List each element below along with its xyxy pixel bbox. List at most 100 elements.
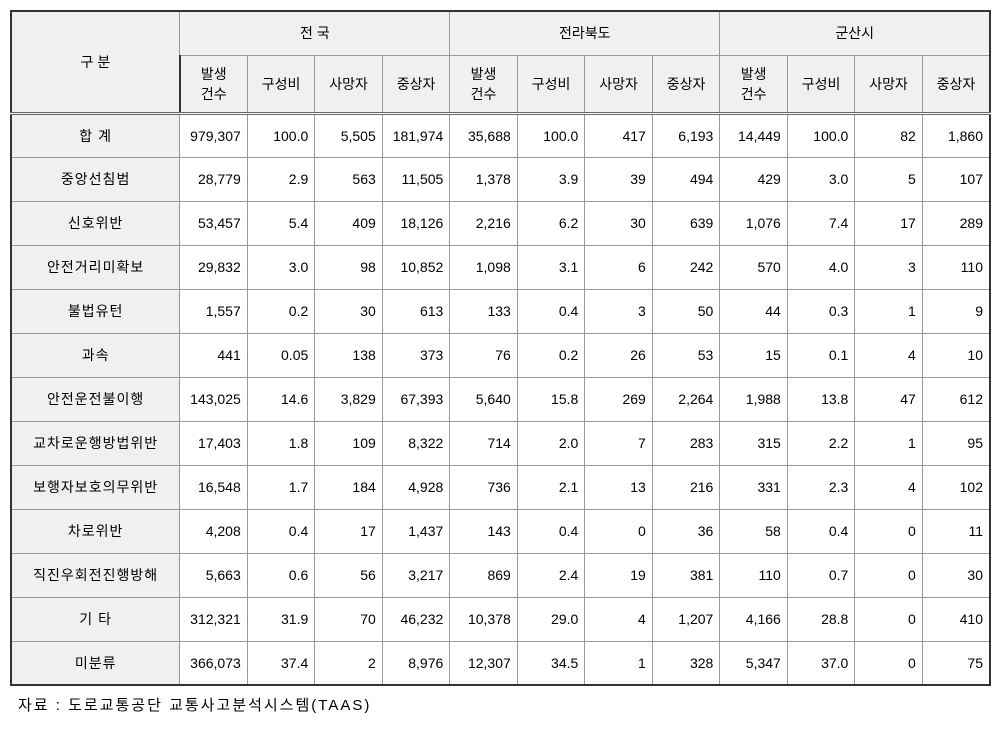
cell-value: 639 — [652, 201, 720, 245]
cell-value: 30 — [315, 289, 383, 333]
cell-value: 110 — [720, 553, 788, 597]
row-label: 신호위반 — [11, 201, 180, 245]
cell-value: 7 — [585, 421, 653, 465]
cell-value: 2.9 — [247, 157, 315, 201]
cell-value: 5 — [855, 157, 923, 201]
row-label: 과속 — [11, 333, 180, 377]
cell-value: 58 — [720, 509, 788, 553]
cell-value: 283 — [652, 421, 720, 465]
cell-value: 29.0 — [517, 597, 585, 641]
header-subcol: 발생 건수 — [180, 55, 248, 113]
cell-value: 102 — [922, 465, 990, 509]
header-region-2: 군산시 — [720, 11, 990, 55]
cell-value: 4 — [855, 465, 923, 509]
cell-value: 0.05 — [247, 333, 315, 377]
header-subcol: 사망자 — [315, 55, 383, 113]
cell-value: 979,307 — [180, 113, 248, 157]
cell-value: 3.0 — [787, 157, 855, 201]
table-row: 과속4410.05138373760.22653150.1410 — [11, 333, 990, 377]
cell-value: 4,166 — [720, 597, 788, 641]
cell-value: 11,505 — [382, 157, 450, 201]
cell-value: 0.6 — [247, 553, 315, 597]
header-subcol: 중상자 — [382, 55, 450, 113]
cell-value: 34.5 — [517, 641, 585, 685]
header-subcol: 중상자 — [652, 55, 720, 113]
cell-value: 12,307 — [450, 641, 518, 685]
cell-value: 2.1 — [517, 465, 585, 509]
cell-value: 7.4 — [787, 201, 855, 245]
cell-value: 6,193 — [652, 113, 720, 157]
cell-value: 4 — [585, 597, 653, 641]
cell-value: 133 — [450, 289, 518, 333]
cell-value: 0 — [855, 597, 923, 641]
cell-value: 6.2 — [517, 201, 585, 245]
cell-value: 0.2 — [517, 333, 585, 377]
cell-value: 17 — [315, 509, 383, 553]
source-note: 자료 : 도로교통공단 교통사고분석시스템(TAAS) — [10, 694, 991, 715]
cell-value: 4.0 — [787, 245, 855, 289]
cell-value: 44 — [720, 289, 788, 333]
cell-value: 143 — [450, 509, 518, 553]
cell-value: 3.9 — [517, 157, 585, 201]
cell-value: 19 — [585, 553, 653, 597]
cell-value: 373 — [382, 333, 450, 377]
cell-value: 4,928 — [382, 465, 450, 509]
cell-value: 15 — [720, 333, 788, 377]
cell-value: 736 — [450, 465, 518, 509]
cell-value: 0 — [855, 641, 923, 685]
cell-value: 563 — [315, 157, 383, 201]
cell-value: 9 — [922, 289, 990, 333]
cell-value: 10 — [922, 333, 990, 377]
row-label: 교차로운행방법위반 — [11, 421, 180, 465]
cell-value: 331 — [720, 465, 788, 509]
cell-value: 28,779 — [180, 157, 248, 201]
cell-value: 17,403 — [180, 421, 248, 465]
table-body: 합 계979,307100.05,505181,97435,688100.041… — [11, 113, 990, 685]
row-label: 불법유턴 — [11, 289, 180, 333]
header-region-1: 전라북도 — [450, 11, 720, 55]
cell-value: 2,264 — [652, 377, 720, 421]
cell-value: 0.4 — [517, 509, 585, 553]
table-row: 기 타312,32131.97046,23210,37829.041,2074,… — [11, 597, 990, 641]
cell-value: 1 — [855, 289, 923, 333]
cell-value: 70 — [315, 597, 383, 641]
cell-value: 2.2 — [787, 421, 855, 465]
cell-value: 26 — [585, 333, 653, 377]
cell-value: 315 — [720, 421, 788, 465]
cell-value: 1 — [855, 421, 923, 465]
cell-value: 1,098 — [450, 245, 518, 289]
cell-value: 242 — [652, 245, 720, 289]
cell-value: 613 — [382, 289, 450, 333]
header-category: 구 분 — [11, 11, 180, 113]
cell-value: 29,832 — [180, 245, 248, 289]
cell-value: 110 — [922, 245, 990, 289]
cell-value: 50 — [652, 289, 720, 333]
cell-value: 2.4 — [517, 553, 585, 597]
cell-value: 30 — [585, 201, 653, 245]
cell-value: 3.0 — [247, 245, 315, 289]
row-label: 기 타 — [11, 597, 180, 641]
cell-value: 5.4 — [247, 201, 315, 245]
cell-value: 2,216 — [450, 201, 518, 245]
cell-value: 1 — [585, 641, 653, 685]
table-row: 보행자보호의무위반16,5481.71844,9287362.113216331… — [11, 465, 990, 509]
cell-value: 1,437 — [382, 509, 450, 553]
cell-value: 0.4 — [247, 509, 315, 553]
cell-value: 31.9 — [247, 597, 315, 641]
cell-value: 18,126 — [382, 201, 450, 245]
table-row: 합 계979,307100.05,505181,97435,688100.041… — [11, 113, 990, 157]
cell-value: 37.0 — [787, 641, 855, 685]
cell-value: 184 — [315, 465, 383, 509]
cell-value: 95 — [922, 421, 990, 465]
cell-value: 56 — [315, 553, 383, 597]
cell-value: 8,976 — [382, 641, 450, 685]
row-label: 미분류 — [11, 641, 180, 685]
cell-value: 28.8 — [787, 597, 855, 641]
cell-value: 11 — [922, 509, 990, 553]
cell-value: 1,076 — [720, 201, 788, 245]
cell-value: 570 — [720, 245, 788, 289]
header-subcol: 구성비 — [247, 55, 315, 113]
cell-value: 366,073 — [180, 641, 248, 685]
cell-value: 441 — [180, 333, 248, 377]
cell-value: 13 — [585, 465, 653, 509]
